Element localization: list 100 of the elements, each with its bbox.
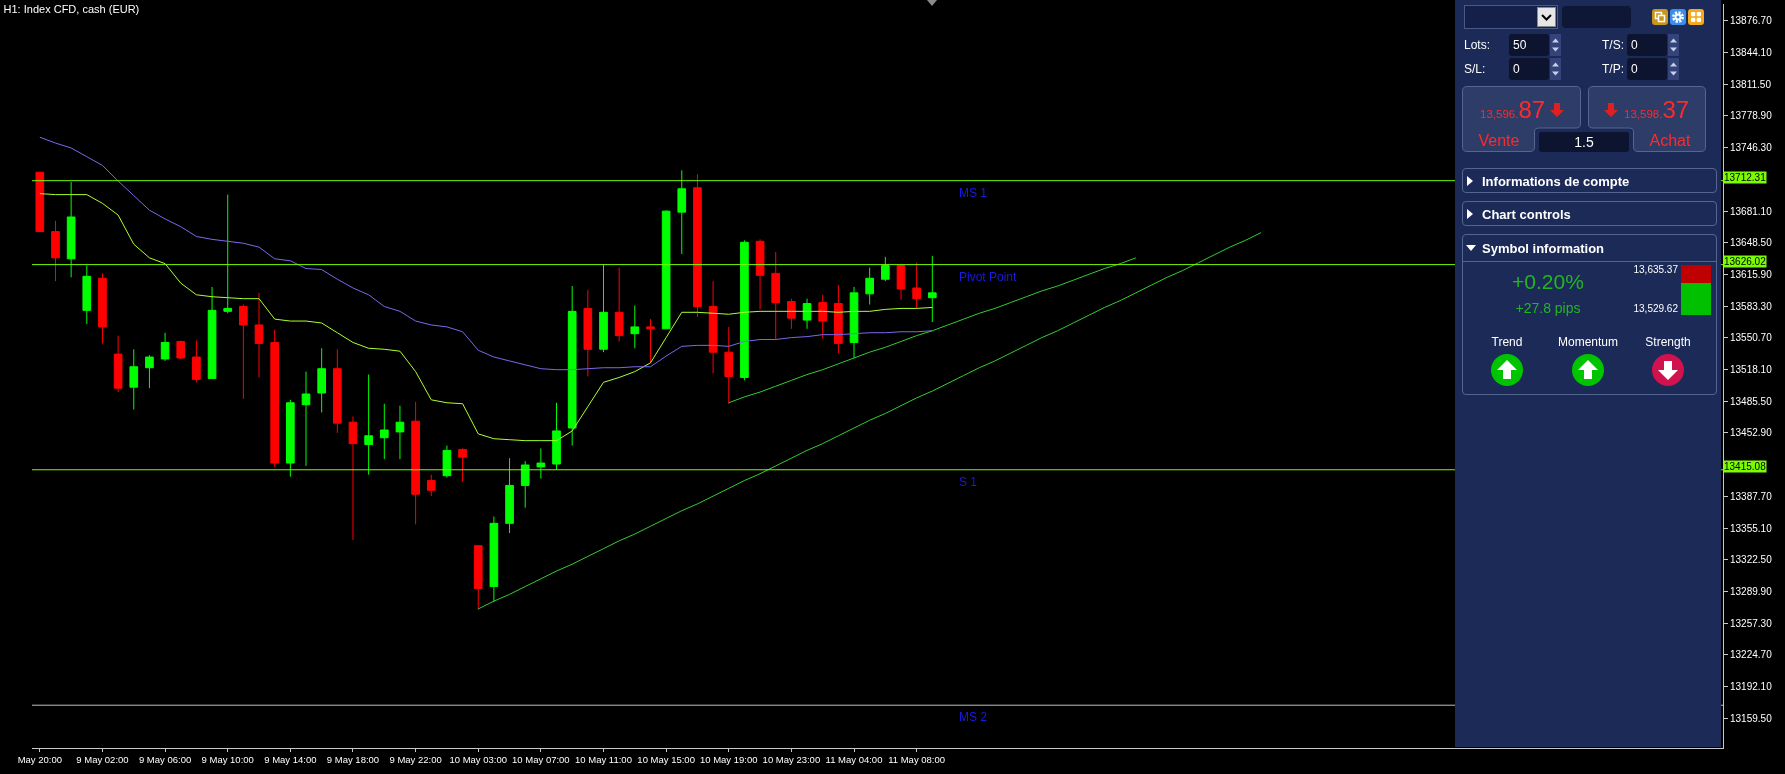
- x-tick-label: 9 May 02:00: [76, 754, 129, 766]
- text: 13415.08: [1724, 461, 1767, 472]
- candlestick: [567, 285, 577, 447]
- y-tick-label: 13257.30: [1730, 617, 1773, 629]
- candlestick: [286, 399, 295, 478]
- candlestick: [317, 347, 326, 413]
- y-tick-label: 13289.90: [1730, 586, 1773, 598]
- candlestick: [270, 329, 280, 468]
- candlestick: [834, 284, 843, 354]
- y-tick-label: 13322.50: [1730, 554, 1773, 566]
- x-tick-label: 9 May 18:00: [326, 754, 380, 766]
- annotation: Symbol information: [1482, 240, 1605, 256]
- candlestick: [223, 194, 233, 314]
- annotation: Achat: [1649, 132, 1691, 149]
- x-tick-label: 9 May 22:00: [389, 754, 442, 766]
- line-series: [728, 257, 1137, 404]
- candlestick: [176, 340, 186, 360]
- candlestick: [51, 220, 60, 282]
- candlestick: [693, 173, 702, 318]
- ref-line-label: Pivot Point: [959, 270, 1018, 284]
- candlestick: [583, 289, 593, 377]
- candlestick: [520, 460, 530, 509]
- annotation: T/S:: [1602, 38, 1625, 52]
- annotation: 13,635.37: [1633, 264, 1678, 275]
- y-tick-label: 13648.50: [1730, 237, 1773, 249]
- annotation: 13,598.37: [1624, 96, 1690, 123]
- x-tick-label: 10 May 19:00: [699, 754, 758, 766]
- candlestick: [740, 239, 749, 381]
- candlestick: [145, 354, 154, 389]
- x-tick-label: 9 May 14:00: [264, 754, 317, 766]
- text: 13626.02: [1724, 256, 1767, 267]
- y-tick-label: 13746.30: [1730, 142, 1773, 154]
- candlestick: [646, 318, 655, 364]
- candlestick: [129, 348, 139, 411]
- candlestick: [458, 447, 467, 483]
- annotation: 13,596.87: [1480, 96, 1546, 123]
- annotation: Chart controls: [1482, 206, 1571, 222]
- candlestick: [66, 181, 76, 278]
- annotation: 0: [1631, 62, 1638, 76]
- candlestick: [912, 262, 921, 309]
- annotation: Informations de compte: [1482, 173, 1630, 189]
- annotation: +27.8 pips: [1515, 300, 1581, 316]
- x-tick-label: May 20:00: [17, 754, 63, 766]
- candlestick: [192, 340, 201, 383]
- ref-line-label: MS 2: [959, 710, 988, 724]
- candlestick: [708, 280, 718, 375]
- candlestick: [254, 292, 264, 378]
- x-tick-label: 11 May 08:00: [888, 754, 946, 766]
- candlestick: [364, 374, 373, 476]
- y-tick-label: 13485.50: [1730, 395, 1773, 407]
- candlestick: [536, 447, 546, 480]
- annotation: Strength: [1645, 335, 1691, 349]
- y-tick-label: 13876.70: [1730, 15, 1773, 27]
- y-tick-label: 13192.10: [1730, 681, 1773, 693]
- candlestick: [442, 445, 452, 479]
- annotation: 13,529.62: [1633, 303, 1678, 314]
- y-tick-label: 13224.70: [1730, 649, 1773, 661]
- y-tick-label: 13681.10: [1730, 205, 1773, 217]
- chart-title: H1: Index CFD, cash (EUR): [3, 3, 140, 16]
- x-tick-label: 10 May 03:00: [449, 754, 508, 766]
- candlestick: [677, 169, 687, 255]
- candlestick: [755, 238, 765, 310]
- candlestick: [160, 332, 170, 362]
- annotation: Lots:: [1464, 38, 1491, 52]
- candlestick: [599, 264, 608, 353]
- y-tick-label: 13844.10: [1730, 47, 1773, 59]
- candlestick: [207, 286, 217, 379]
- y-tick-label: 13387.70: [1730, 490, 1773, 502]
- annotation: 50: [1513, 38, 1527, 52]
- candlestick: [849, 286, 859, 359]
- line-series: [477, 232, 1262, 610]
- candlestick: [552, 402, 561, 471]
- candlestick: [379, 403, 389, 460]
- x-tick-label: 9 May 10:00: [201, 754, 254, 766]
- x-tick-label: 10 May 07:00: [512, 754, 570, 766]
- annotation: T/P:: [1602, 62, 1625, 76]
- y-tick-label: 13811.50: [1730, 78, 1772, 90]
- x-tick-label: 10 May 23:00: [762, 754, 821, 766]
- y-tick-label: 13583.30: [1730, 300, 1773, 312]
- candlestick: [614, 267, 624, 342]
- line-series: [39, 136, 933, 371]
- candlestick: [865, 267, 875, 306]
- ref-line-label: MS 1: [959, 186, 988, 200]
- ref-line-label: S 1: [959, 475, 978, 489]
- y-tick-label: 13615.90: [1730, 268, 1773, 280]
- annotation: S/L:: [1464, 62, 1486, 76]
- y-tick-label: 13355.10: [1730, 522, 1773, 534]
- candlestick: [113, 335, 123, 393]
- annotation: Trend: [1491, 335, 1523, 349]
- x-tick-label: 9 May 06:00: [138, 754, 192, 766]
- candlestick: [896, 265, 906, 301]
- y-tick-label: 13778.90: [1730, 110, 1773, 122]
- candlestick: [724, 326, 734, 405]
- candlestick: [505, 457, 514, 534]
- annotation: 1.5: [1574, 134, 1594, 150]
- annotation: 0: [1631, 38, 1638, 52]
- candlestick: [771, 251, 781, 341]
- candlestick: [98, 272, 107, 344]
- x-tick-label: 10 May 11:00: [575, 754, 632, 766]
- line-series: [39, 193, 933, 442]
